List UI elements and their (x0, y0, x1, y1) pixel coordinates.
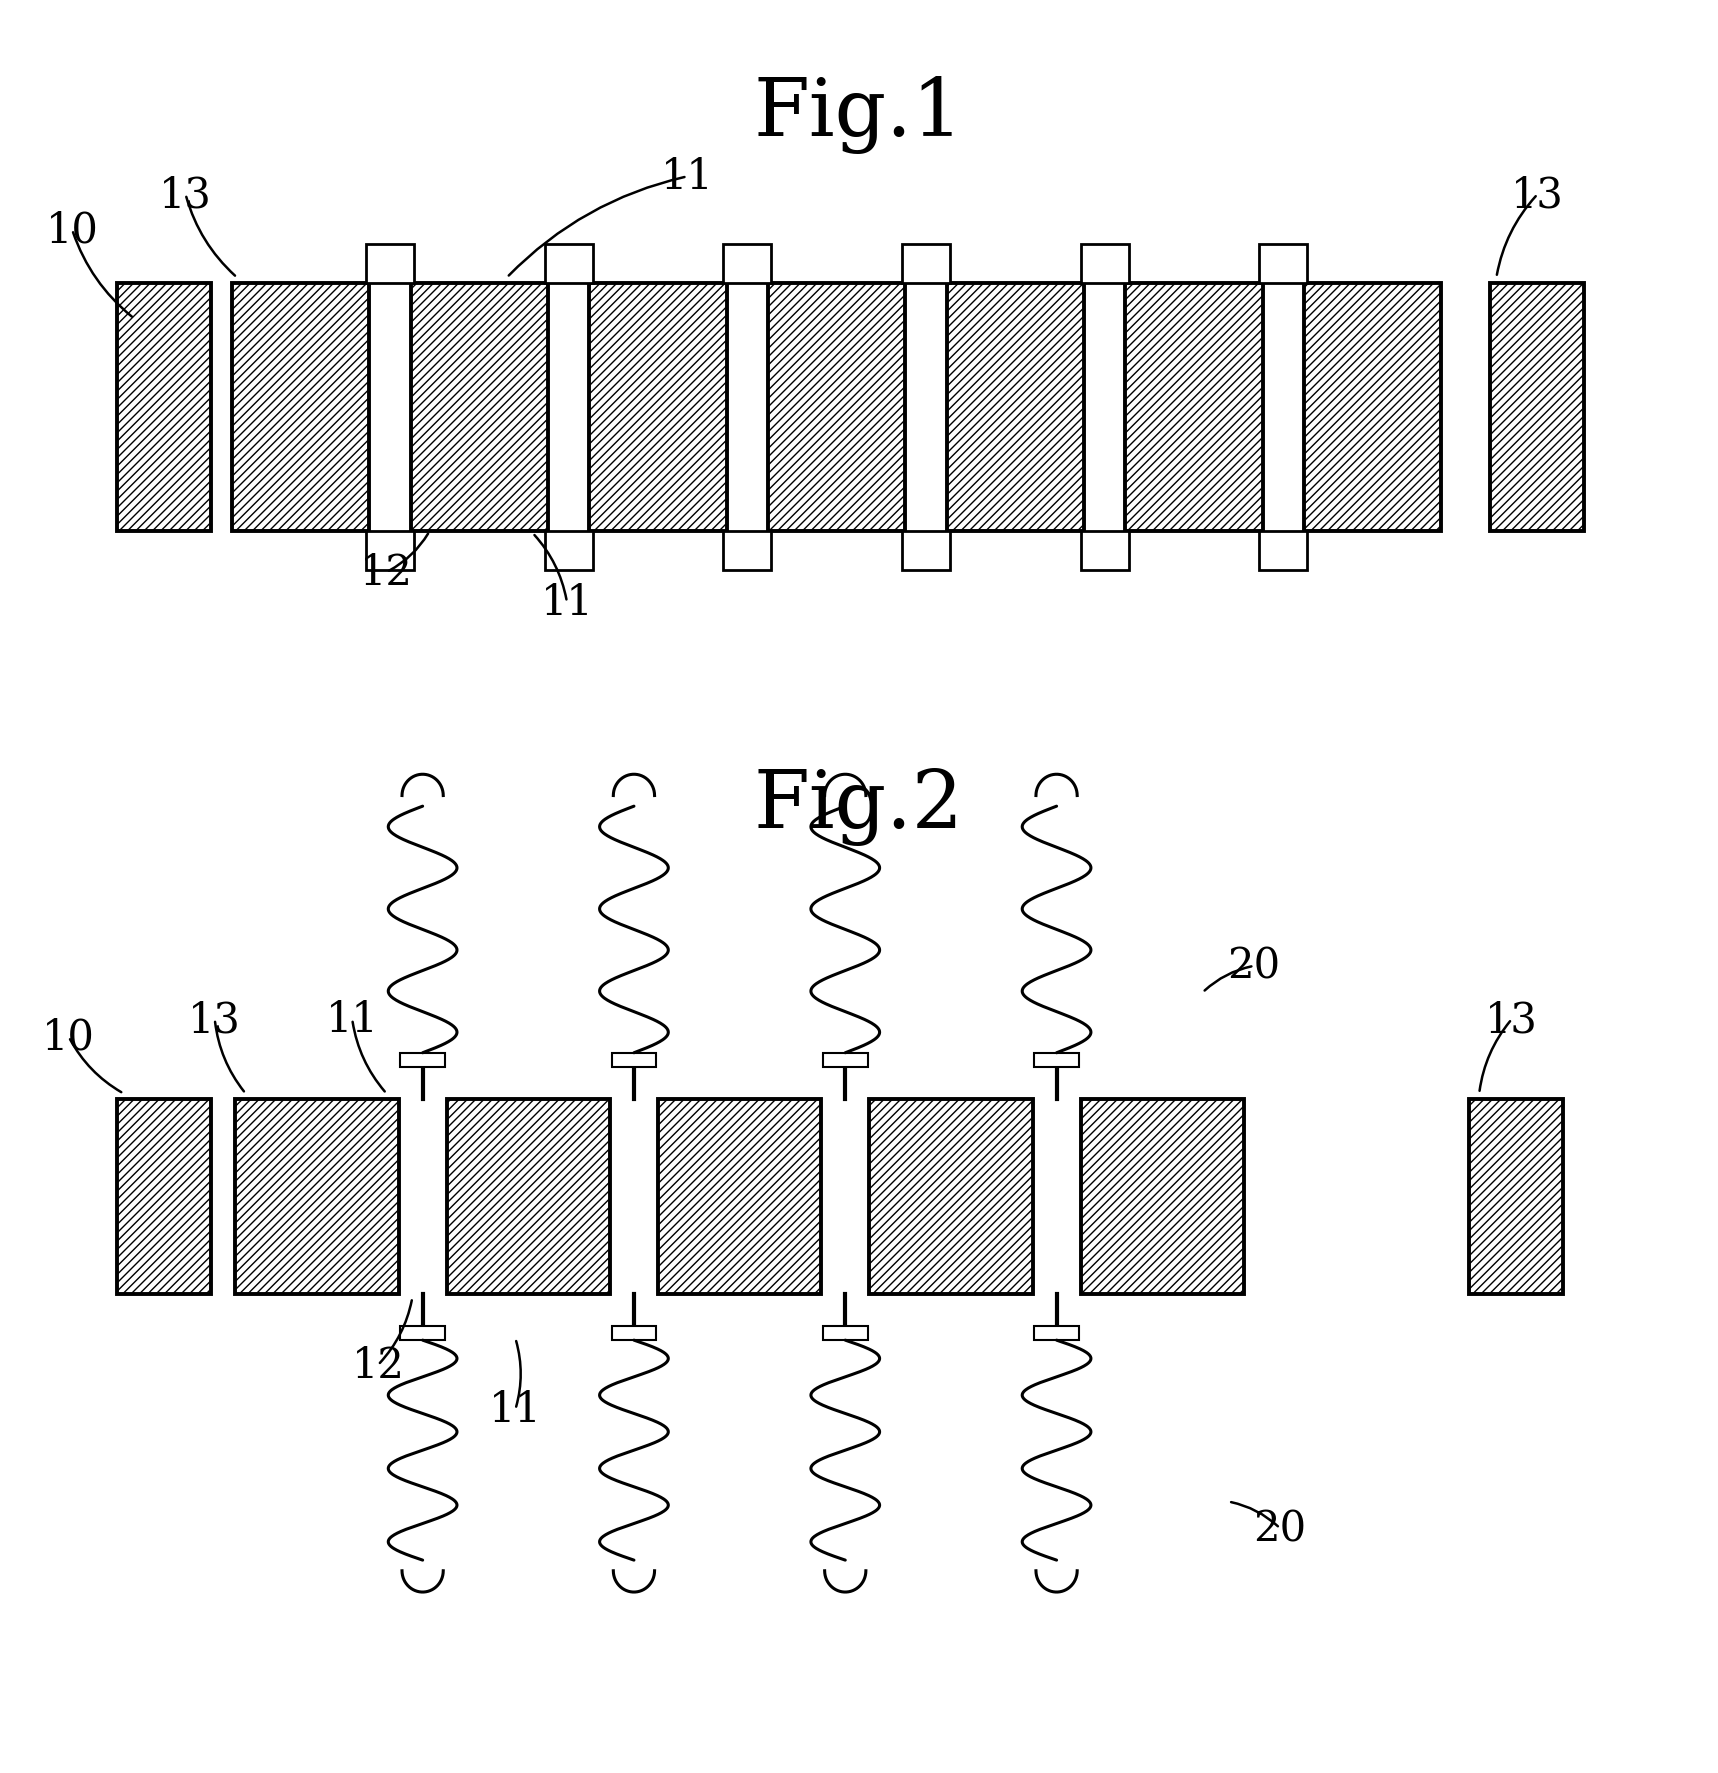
Bar (117, 1099, 211, 1294)
Bar (902, 532, 950, 571)
Text: 20: 20 (1254, 1507, 1306, 1550)
Bar (117, 284, 211, 532)
Bar (400, 1053, 445, 1067)
Bar (1469, 1099, 1563, 1294)
Text: 12: 12 (352, 1344, 404, 1386)
Text: 13: 13 (1512, 174, 1563, 216)
Bar (545, 245, 593, 284)
Bar (723, 245, 771, 284)
Text: 11: 11 (326, 998, 378, 1041)
Bar (902, 245, 950, 284)
Text: Fig.2: Fig.2 (754, 768, 964, 846)
Bar (232, 284, 369, 532)
Bar (366, 532, 414, 571)
Bar (1304, 284, 1441, 532)
Bar (723, 532, 771, 571)
Bar (1490, 284, 1584, 532)
Bar (823, 1326, 868, 1340)
Text: 11: 11 (661, 156, 713, 199)
Bar (1259, 245, 1307, 284)
Bar (1081, 1099, 1244, 1294)
Bar (366, 245, 414, 284)
Bar (1259, 532, 1307, 571)
Text: 20: 20 (1228, 945, 1280, 988)
Bar (768, 284, 905, 532)
Bar (1125, 284, 1263, 532)
Bar (658, 1099, 821, 1294)
Text: 11: 11 (541, 582, 593, 624)
Bar (400, 1326, 445, 1340)
Bar (1081, 532, 1129, 571)
Bar (235, 1099, 399, 1294)
Bar (411, 284, 548, 532)
Text: 13: 13 (1486, 998, 1538, 1041)
Text: 13: 13 (189, 998, 241, 1041)
Bar (823, 1053, 868, 1067)
Text: 11: 11 (490, 1388, 541, 1431)
Bar (545, 532, 593, 571)
Bar (1081, 245, 1129, 284)
Bar (947, 284, 1084, 532)
Text: Fig.1: Fig.1 (754, 76, 964, 154)
Bar (1034, 1326, 1079, 1340)
Bar (447, 1099, 610, 1294)
Text: 12: 12 (361, 551, 412, 594)
Text: 13: 13 (160, 174, 211, 216)
Bar (612, 1053, 656, 1067)
Text: 10: 10 (43, 1016, 94, 1058)
Text: 10: 10 (46, 209, 98, 252)
Bar (1034, 1053, 1079, 1067)
Bar (869, 1099, 1033, 1294)
Bar (589, 284, 727, 532)
Bar (612, 1326, 656, 1340)
